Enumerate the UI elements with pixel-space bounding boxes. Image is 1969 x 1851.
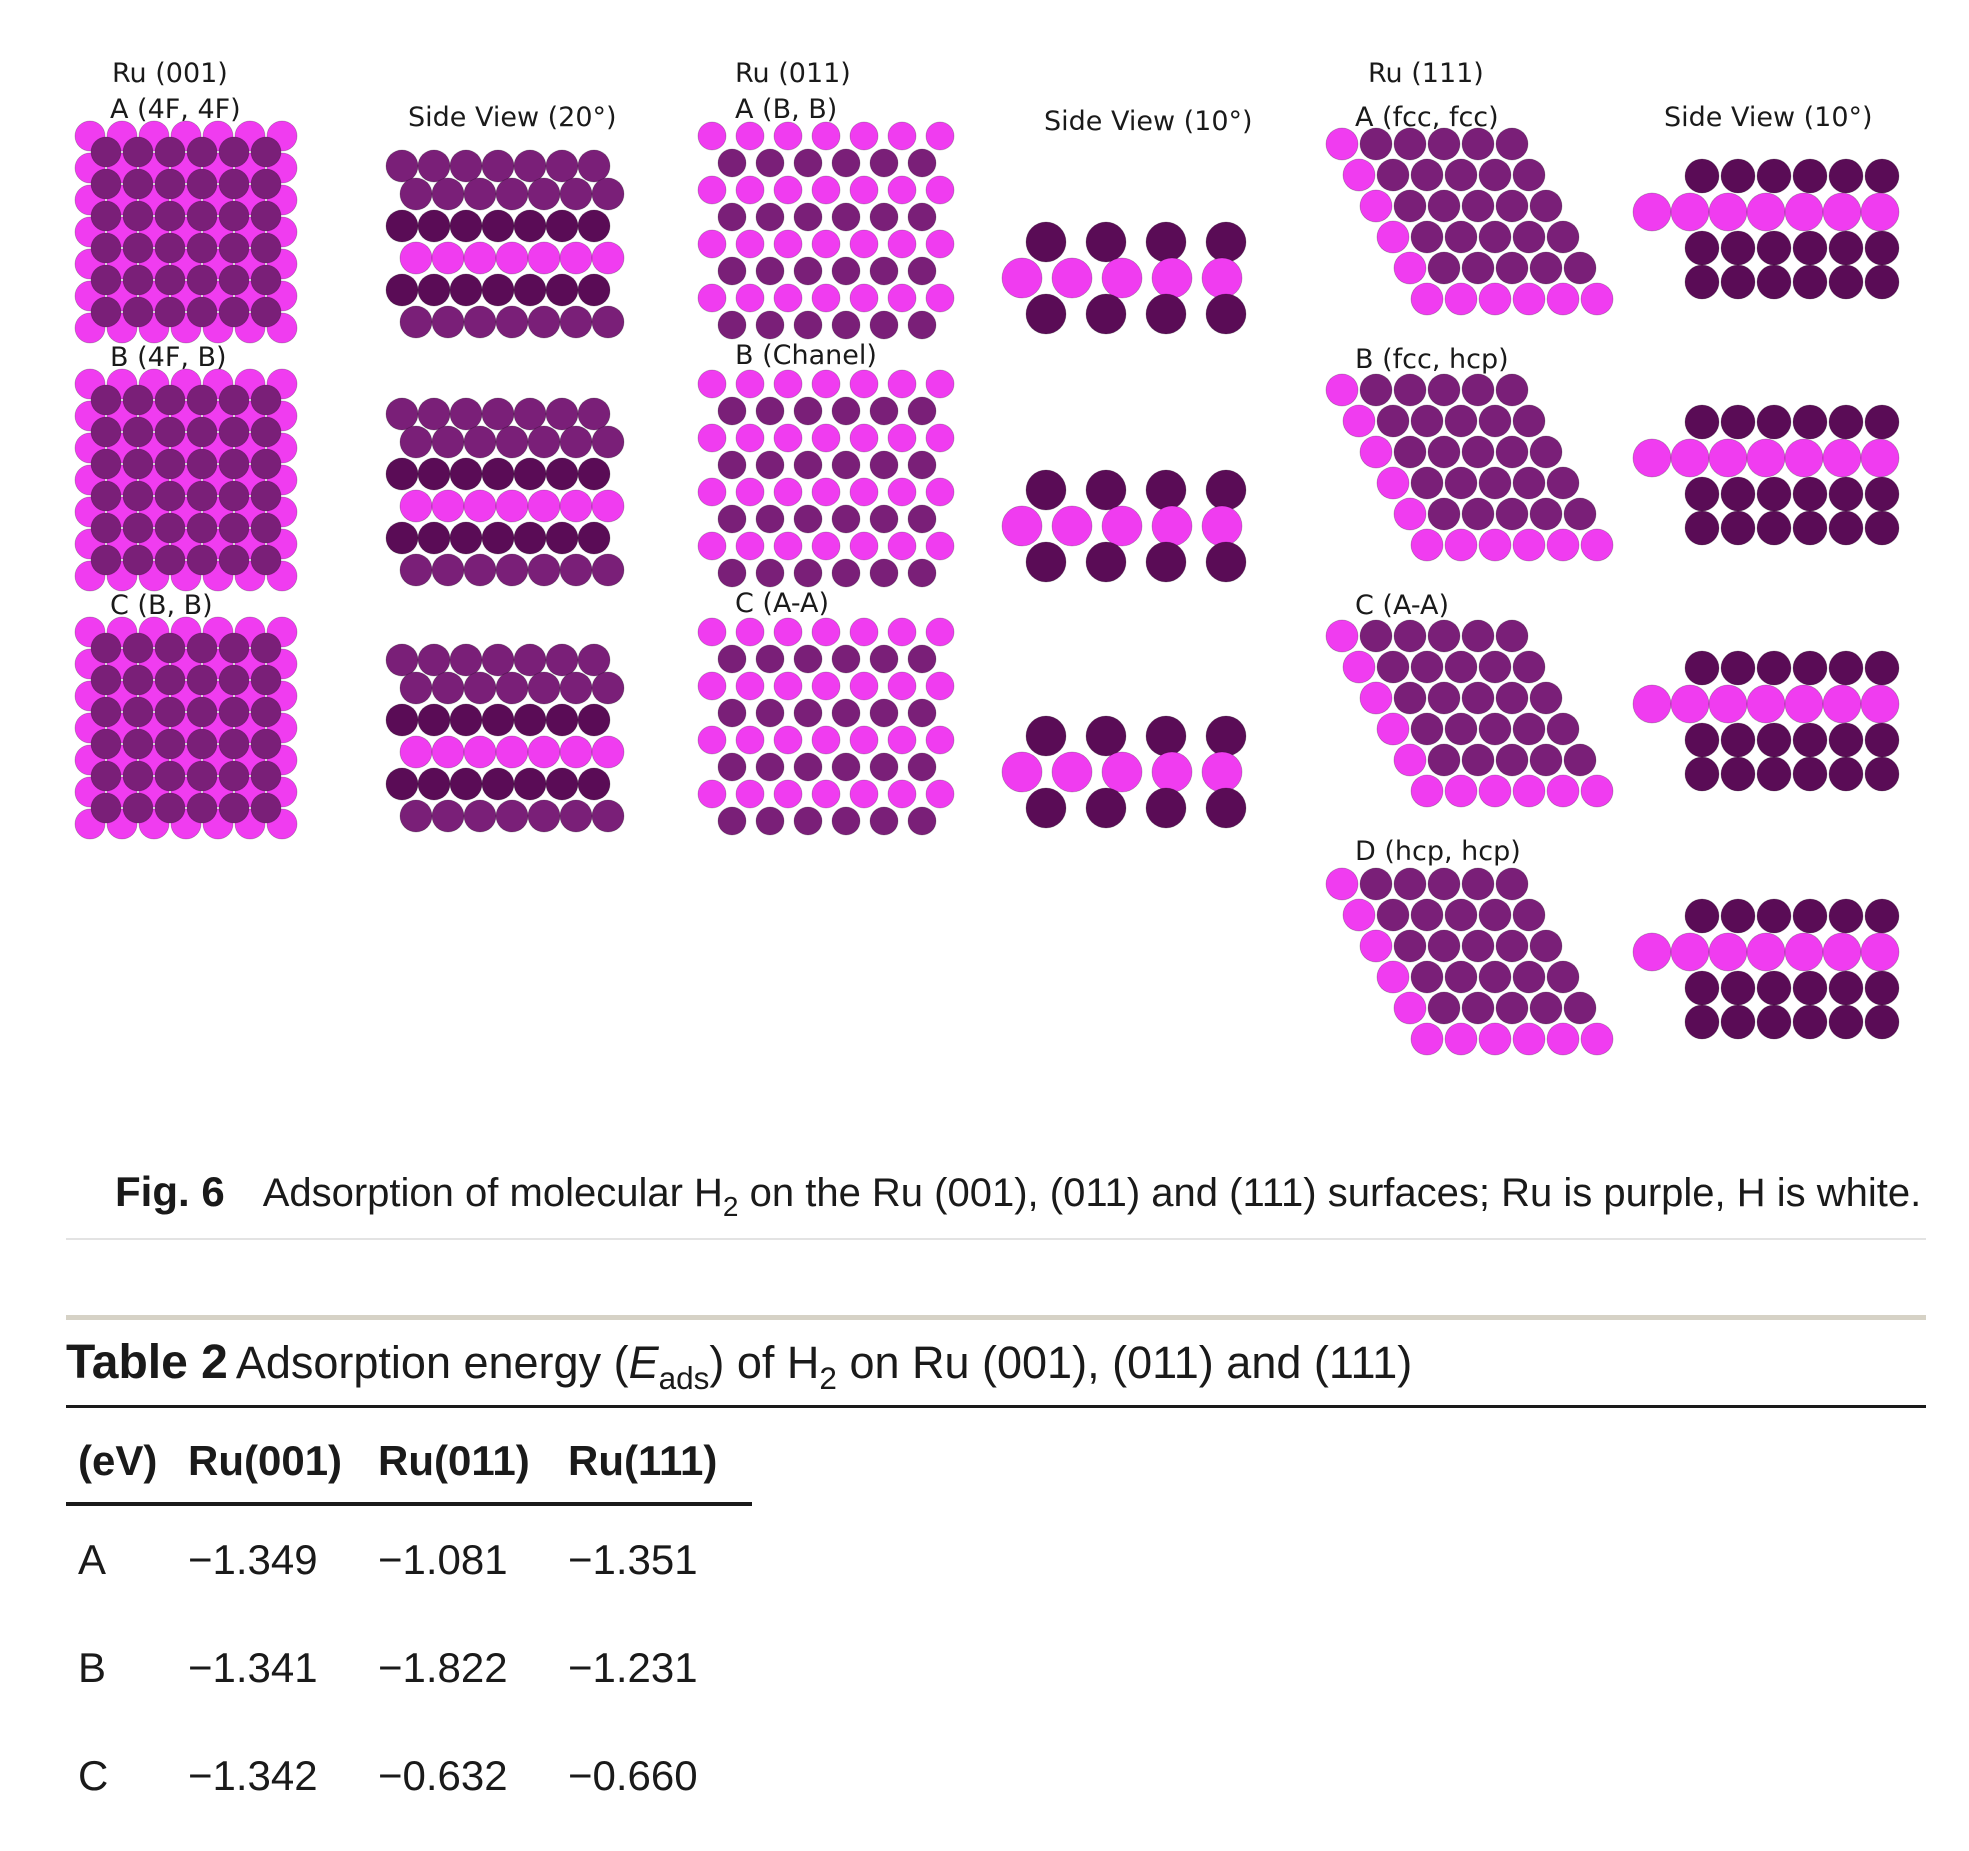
side-view-10-label: Side View (10°) xyxy=(1044,106,1253,137)
ru111-c-side-view xyxy=(1632,650,1900,792)
ru111-label-b: B (fcc, hcp) xyxy=(1355,344,1509,375)
table-title-subscript: 2 xyxy=(819,1360,837,1397)
ru111-a-top-view xyxy=(1325,127,1614,316)
ru111-b-side-view xyxy=(1632,404,1900,546)
ru001-title: Ru (001) xyxy=(112,58,228,89)
caption-text-pre: Adsorption of molecular H xyxy=(262,1171,723,1215)
ru111-b-top-view xyxy=(1325,373,1614,562)
row-label: C xyxy=(78,1752,109,1799)
table-caption: Table 2 Adsorption energy (Eads) of H2 on… xyxy=(66,1335,1413,1394)
ru011-c-top-view xyxy=(697,617,955,836)
table-cell: −1.351 xyxy=(568,1536,698,1583)
ru001-label-a: A (4F, 4F) xyxy=(110,94,241,125)
ru011-a-top-view xyxy=(697,121,955,340)
table-row: B −1.341 −1.822 −1.231 xyxy=(66,1614,752,1722)
table-cell: −0.632 xyxy=(378,1752,508,1799)
ru111-d-side-view xyxy=(1632,898,1900,1040)
figure-6: Ru (001) A (4F, 4F) Side View (20°) Ru (… xyxy=(74,58,1900,1056)
table-caption-rule xyxy=(66,1405,1926,1408)
table-cell: −1.342 xyxy=(188,1752,318,1799)
table-title-part: ) of H xyxy=(709,1337,820,1388)
table-top-rule xyxy=(66,1315,1926,1320)
ru011-b-side-view xyxy=(1001,469,1247,583)
table-cell: −1.341 xyxy=(188,1644,318,1691)
table-cell: −1.349 xyxy=(188,1536,318,1583)
ru011-title: Ru (011) xyxy=(735,58,851,89)
side-view-10-label: Side View (10°) xyxy=(1664,102,1873,133)
ru001-c-side-view xyxy=(385,643,625,833)
adsorption-energy-table: (eV) Ru(001) Ru(011) Ru(111) A −1.349 −1… xyxy=(66,1420,752,1830)
ru111-d-top-view xyxy=(1325,867,1614,1056)
ru011-c-side-view xyxy=(1001,715,1247,829)
table-caption-tag: Table 2 xyxy=(66,1336,228,1389)
ru001-c-top-view xyxy=(74,616,298,840)
header-unit: (eV) xyxy=(66,1420,176,1506)
ru011-b-top-view xyxy=(697,369,955,588)
figure-caption-tag: Fig. 6 xyxy=(115,1168,225,1215)
table-cell: −0.660 xyxy=(568,1752,698,1799)
header-ru011: Ru(011) xyxy=(366,1420,556,1506)
row-label: A xyxy=(78,1536,107,1583)
ru011-label-c: C (A-A) xyxy=(735,588,829,619)
ru111-label-d: D (hcp, hcp) xyxy=(1355,836,1521,867)
ru001-b-top-view xyxy=(74,368,298,592)
ru001-a-top-view xyxy=(74,120,298,344)
table-title-subscript: ads xyxy=(658,1360,710,1397)
row-label: B xyxy=(78,1644,107,1691)
ru111-title: Ru (111) xyxy=(1368,58,1484,89)
ru001-b-side-view xyxy=(385,397,625,587)
table-header-row: (eV) Ru(001) Ru(011) Ru(111) xyxy=(66,1420,752,1506)
ru011-label-a: A (B, B) xyxy=(735,94,838,125)
side-view-20-label: Side View (20°) xyxy=(408,102,617,133)
ru111-label-a: A (fcc, fcc) xyxy=(1355,102,1499,133)
ru001-label-b: B (4F, B) xyxy=(110,342,227,373)
table-title-part: Adsorption energy ( xyxy=(235,1337,629,1388)
ru111-label-c: C (A-A) xyxy=(1355,590,1449,621)
ru011-label-b: B (Chanel) xyxy=(735,340,877,371)
table-row: C −1.342 −0.632 −0.660 xyxy=(66,1722,752,1830)
ru111-c-top-view xyxy=(1325,619,1614,808)
table-cell: −1.081 xyxy=(378,1536,508,1583)
ru001-a-side-view xyxy=(385,149,625,339)
ru011-a-side-view xyxy=(1001,221,1247,335)
table-row: A −1.349 −1.081 −1.351 xyxy=(66,1504,752,1614)
ru001-label-c: C (B, B) xyxy=(110,590,213,621)
figure-caption: Fig. 6 Adsorption of molecular H2 on the … xyxy=(115,1168,1922,1220)
header-ru111: Ru(111) xyxy=(556,1420,752,1506)
caption-divider xyxy=(66,1238,1926,1240)
ru111-a-side-view xyxy=(1632,158,1900,300)
caption-subscript: 2 xyxy=(722,1190,739,1222)
caption-text-post: on the Ru (001), (011) and (111) surface… xyxy=(738,1171,1922,1215)
table-title-symbol: E xyxy=(628,1337,659,1388)
header-ru001: Ru(001) xyxy=(176,1420,366,1506)
figure-caption-text: Adsorption of molecular H2 on the Ru (00… xyxy=(262,1171,1922,1220)
table-cell: −1.822 xyxy=(378,1644,508,1691)
table-cell: −1.231 xyxy=(568,1644,698,1691)
table-title-part: on Ru (001), (011) and (111) xyxy=(836,1337,1413,1388)
